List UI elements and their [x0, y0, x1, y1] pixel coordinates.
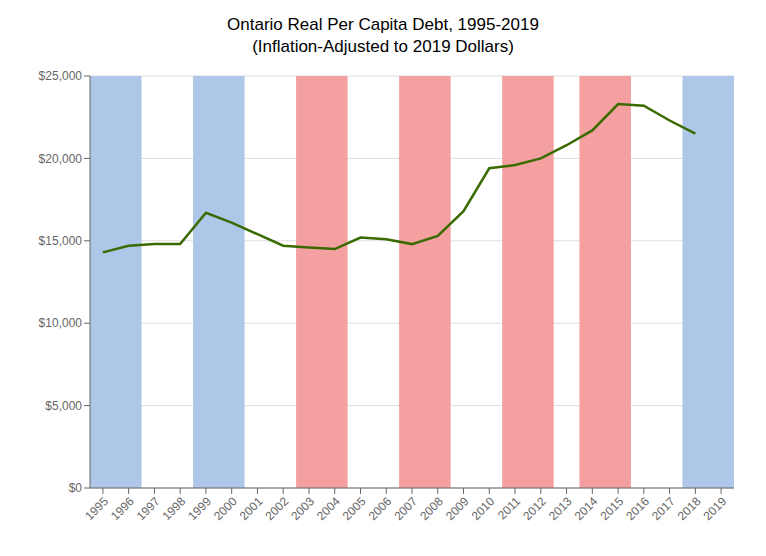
svg-text:$10,000: $10,000: [39, 316, 83, 330]
svg-text:2017: 2017: [649, 494, 678, 523]
svg-text:2012: 2012: [520, 494, 549, 523]
svg-text:1997: 1997: [134, 494, 163, 523]
svg-text:$15,000: $15,000: [39, 234, 83, 248]
svg-text:2008: 2008: [417, 494, 446, 523]
svg-text:1999: 1999: [185, 494, 214, 523]
svg-text:2003: 2003: [288, 494, 317, 523]
html-text:(Inflation-Adjusted to 2019 Do: (Inflation-Adjusted to 2019 Dollars): [252, 37, 514, 56]
svg-text:2005: 2005: [340, 494, 369, 523]
html-text:Ontario Real Per Capita Debt,: Ontario Real Per Capita Debt, 1995-2019: [227, 15, 539, 34]
svg-text:2009: 2009: [443, 494, 472, 523]
svg-text:$5,000: $5,000: [45, 399, 82, 413]
svg-text:2000: 2000: [211, 494, 240, 523]
svg-text:2004: 2004: [314, 494, 343, 523]
svg-text:2016: 2016: [623, 494, 652, 523]
svg-text:2018: 2018: [675, 494, 704, 523]
svg-text:2001: 2001: [237, 494, 266, 523]
svg-text:$0: $0: [69, 481, 83, 495]
svg-text:1998: 1998: [160, 494, 189, 523]
svg-text:1995: 1995: [82, 494, 111, 523]
svg-text:2011: 2011: [495, 494, 523, 522]
svg-text:$20,000: $20,000: [39, 152, 83, 166]
svg-text:2006: 2006: [366, 494, 395, 523]
svg-text:2015: 2015: [597, 494, 626, 523]
svg-text:2010: 2010: [469, 494, 498, 523]
svg-text:2002: 2002: [263, 494, 292, 523]
svg-text:2007: 2007: [391, 494, 420, 523]
svg-text:2019: 2019: [700, 494, 729, 523]
svg-text:1996: 1996: [108, 494, 137, 523]
svg-text:2014: 2014: [572, 494, 601, 523]
svg-text:2013: 2013: [546, 494, 575, 523]
svg-text:$25,000: $25,000: [39, 69, 83, 83]
